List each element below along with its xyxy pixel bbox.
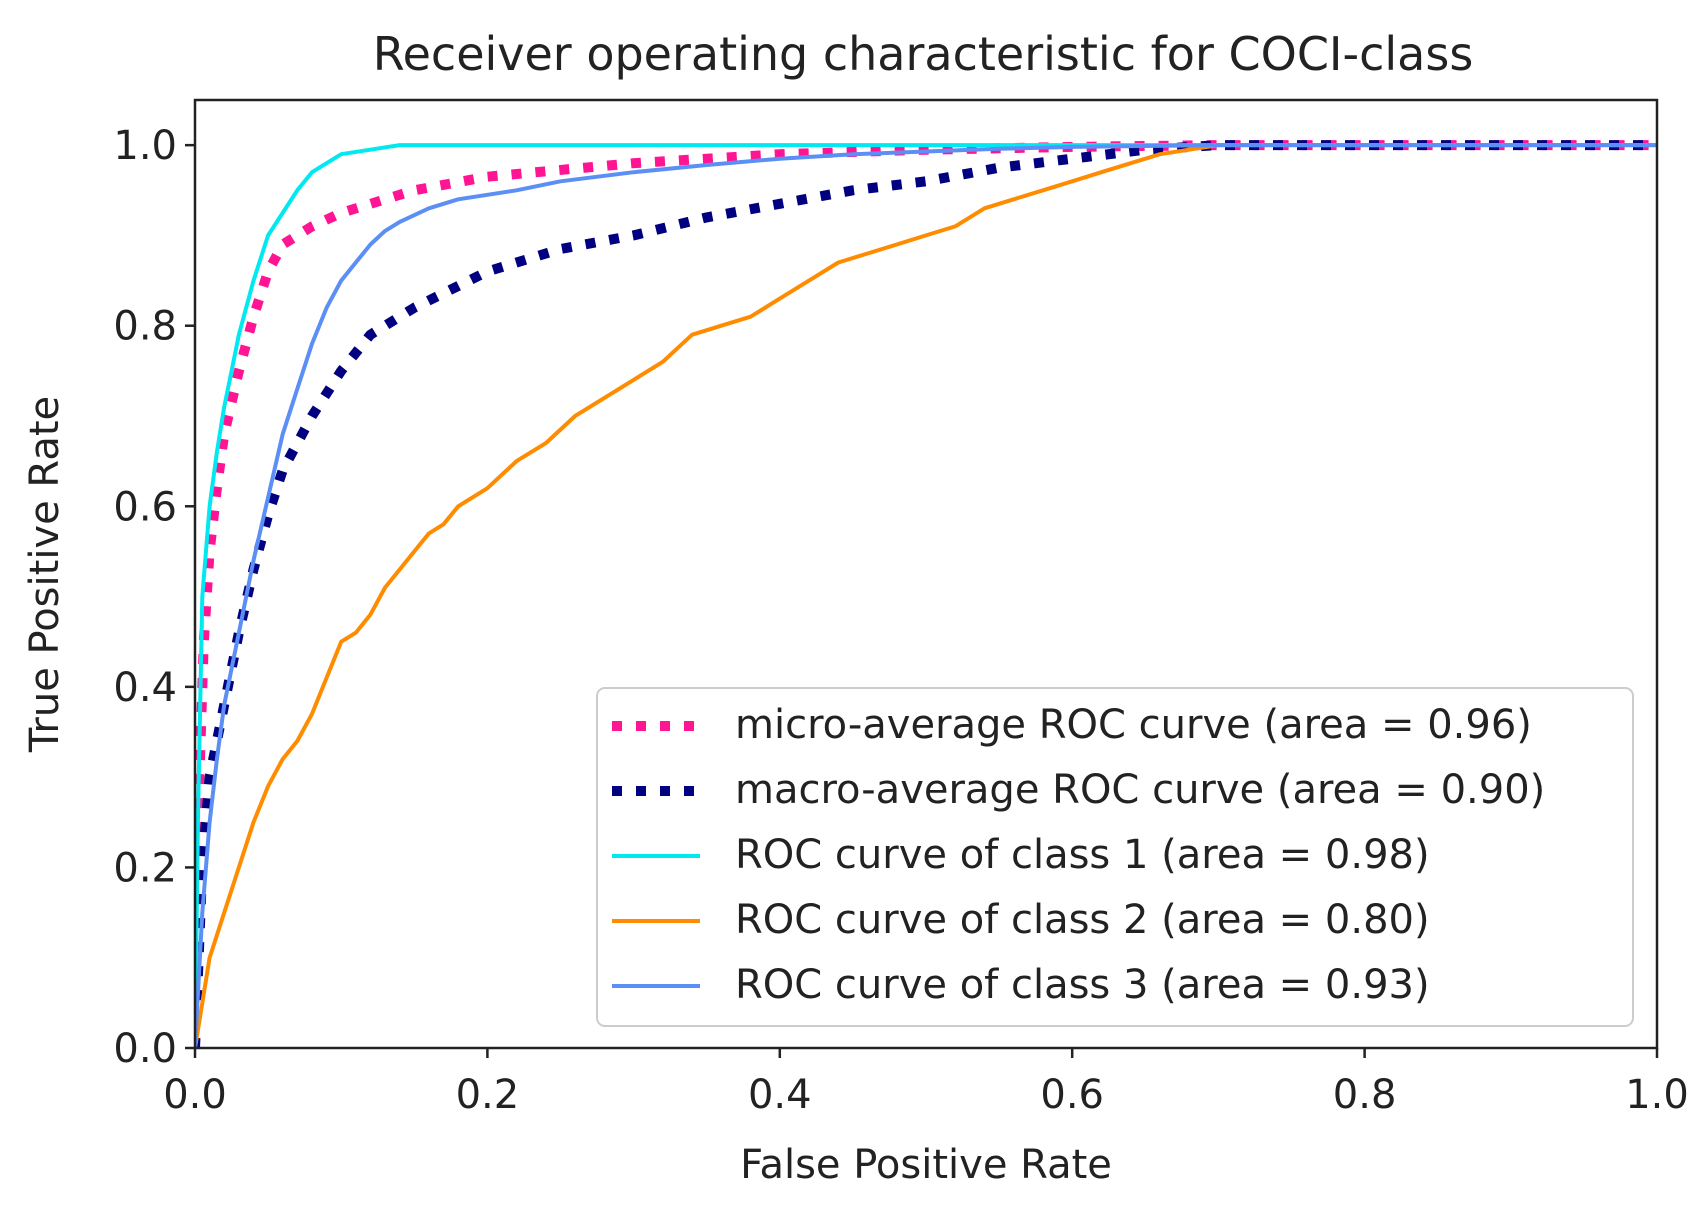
legend-label-2: macro-average ROC curve (area = 0.90) bbox=[735, 767, 1545, 813]
x-tick-label: 1.0 bbox=[1625, 1072, 1689, 1118]
legend-box bbox=[596, 687, 1634, 1027]
plot-frame bbox=[193, 98, 1659, 1050]
series-line-3 bbox=[195, 143, 1657, 1048]
y-axis-label: True Positive Rate bbox=[22, 396, 68, 753]
y-tick-label: 0.0 bbox=[113, 1026, 177, 1072]
series-line-5 bbox=[195, 143, 1657, 1048]
legend-label-1: micro-average ROC curve (area = 0.96) bbox=[735, 702, 1532, 748]
legend-label-5: ROC curve of class 3 (area = 0.93) bbox=[735, 962, 1430, 1008]
x-axis-ticks: 0.0 0.2 0.4 0.6 0.8 1.0 bbox=[163, 1048, 1689, 1118]
y-axis-ticks: 0.0 0.2 0.4 0.6 0.8 1.0 bbox=[113, 123, 195, 1072]
y-tick-label: 0.6 bbox=[113, 484, 177, 530]
x-tick-label: 0.2 bbox=[456, 1072, 520, 1118]
y-tick-label: 0.4 bbox=[113, 665, 177, 711]
series-line-1 bbox=[195, 140, 1657, 1048]
x-axis-label: False Positive Rate bbox=[740, 1142, 1112, 1188]
legend-label-4: ROC curve of class 2 (area = 0.80) bbox=[735, 897, 1430, 943]
y-tick-label: 0.2 bbox=[113, 845, 177, 891]
series-layer bbox=[195, 140, 1657, 1048]
series-line-2 bbox=[195, 140, 1657, 1048]
legend: micro-average ROC curve (area = 0.96) mac… bbox=[596, 687, 1634, 1027]
y-tick-label: 0.8 bbox=[113, 304, 177, 350]
x-tick-label: 0.0 bbox=[163, 1072, 227, 1118]
legend-label-3: ROC curve of class 1 (area = 0.98) bbox=[735, 832, 1430, 878]
chart-title: Receiver operating characteristic for CO… bbox=[373, 27, 1474, 81]
x-tick-label: 0.6 bbox=[1040, 1072, 1104, 1118]
series-line-4 bbox=[195, 143, 1657, 1048]
x-tick-label: 0.4 bbox=[748, 1072, 812, 1118]
x-tick-label: 0.8 bbox=[1333, 1072, 1397, 1118]
y-tick-label: 1.0 bbox=[113, 123, 177, 169]
